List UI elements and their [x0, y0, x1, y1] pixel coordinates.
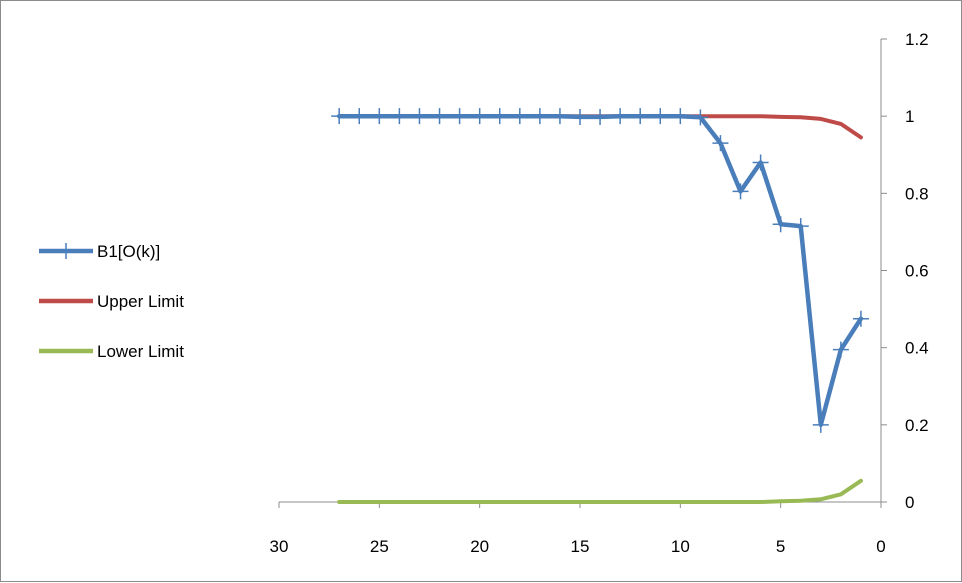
y-tick-label: 1.2: [905, 30, 929, 49]
data-point-marker: [431, 108, 448, 125]
x-tick-label: 20: [470, 537, 489, 556]
x-tick-label: 0: [876, 537, 885, 556]
legend-label-1: B1[O(k)]: [97, 242, 160, 261]
data-point-marker: [511, 108, 528, 125]
x-tick-label: 25: [370, 537, 389, 556]
series-line-b1-o-k: [336, 113, 864, 428]
data-point-marker: [752, 154, 769, 171]
data-point-marker: [451, 108, 468, 125]
y-tick-label: 1: [905, 107, 914, 126]
x-tick-label: 10: [671, 537, 690, 556]
data-point-marker: [852, 310, 869, 327]
data-point-marker: [632, 108, 649, 125]
y-tick-label: 0.6: [905, 262, 929, 281]
data-point-marker: [612, 108, 629, 125]
data-point-marker: [812, 416, 829, 433]
data-point-marker: [732, 183, 749, 200]
data-point-marker: [331, 108, 348, 125]
series-line-lower-limit: [337, 478, 863, 504]
data-point-marker: [772, 216, 789, 233]
x-tick-label: 30: [270, 537, 289, 556]
x-tick-label: 15: [571, 537, 590, 556]
data-point-marker: [371, 108, 388, 125]
data-point-marker: [411, 108, 428, 125]
data-point-marker: [471, 108, 488, 125]
data-point-marker: [351, 108, 368, 125]
data-point-marker: [592, 108, 609, 125]
y-tick-label: 0.8: [905, 184, 929, 203]
data-point-marker: [672, 108, 689, 125]
data-point-marker: [652, 108, 669, 125]
data-point-marker: [391, 108, 408, 125]
y-tick-label: 0: [905, 493, 914, 512]
data-point-marker: [551, 108, 568, 125]
data-point-marker: [792, 218, 809, 235]
data-point-marker: [712, 135, 729, 152]
data-point-marker: [832, 341, 849, 358]
data-point-marker: [531, 108, 548, 125]
x-tick-label: 5: [776, 537, 785, 556]
data-point-marker: [572, 108, 588, 125]
legend-label-2: Upper Limit: [97, 292, 184, 311]
legend-marker-plus: [58, 243, 74, 259]
legend-label-3: Lower Limit: [97, 342, 184, 361]
data-point-marker: [491, 108, 508, 125]
y-tick-label: 0.2: [905, 416, 929, 435]
data-point-marker: [692, 109, 709, 126]
y-tick-label: 0.4: [905, 339, 929, 358]
